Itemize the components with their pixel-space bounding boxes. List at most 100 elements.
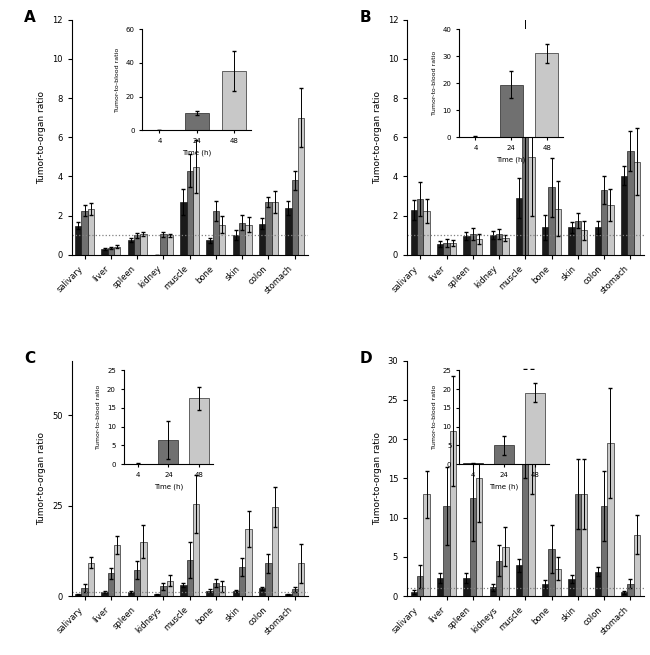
- Bar: [522, 424, 528, 596]
- Y-axis label: Tumor-to-organ ratio: Tumor-to-organ ratio: [373, 91, 382, 184]
- Bar: [81, 588, 88, 596]
- Bar: [88, 209, 94, 255]
- Bar: [298, 563, 304, 596]
- Bar: [568, 227, 575, 255]
- Bar: [528, 432, 535, 596]
- Bar: [187, 170, 193, 255]
- Bar: [213, 211, 219, 255]
- Bar: [88, 563, 94, 596]
- Bar: [601, 506, 607, 596]
- Bar: [489, 588, 496, 596]
- Bar: [292, 590, 298, 596]
- Bar: [450, 243, 456, 255]
- Bar: [134, 571, 140, 596]
- Bar: [285, 595, 292, 596]
- Bar: [581, 494, 588, 596]
- Text: D: D: [360, 351, 372, 366]
- Bar: [595, 572, 601, 596]
- Bar: [575, 221, 581, 255]
- Bar: [581, 231, 588, 255]
- Bar: [219, 225, 226, 255]
- Bar: [502, 238, 508, 255]
- Bar: [108, 248, 114, 255]
- Bar: [108, 573, 114, 596]
- Bar: [233, 235, 239, 255]
- Bar: [233, 591, 239, 596]
- Bar: [634, 162, 640, 255]
- Bar: [470, 498, 476, 596]
- Bar: [272, 508, 278, 596]
- Bar: [245, 225, 252, 255]
- Bar: [496, 561, 502, 596]
- Bar: [245, 529, 252, 596]
- Bar: [423, 494, 430, 596]
- Bar: [193, 166, 199, 255]
- Bar: [292, 180, 298, 255]
- Bar: [542, 227, 549, 255]
- Bar: [265, 563, 272, 596]
- Bar: [502, 547, 508, 596]
- Bar: [437, 244, 443, 255]
- Y-axis label: Tumor-to-organ ratio: Tumor-to-organ ratio: [38, 432, 46, 525]
- Bar: [621, 592, 627, 596]
- Bar: [417, 576, 423, 596]
- Bar: [140, 234, 147, 255]
- Bar: [443, 506, 450, 596]
- Text: A: A: [24, 10, 36, 26]
- Bar: [607, 205, 614, 255]
- Y-axis label: Tumor-to-organ ratio: Tumor-to-organ ratio: [373, 432, 382, 525]
- Bar: [627, 584, 634, 596]
- Bar: [101, 250, 108, 255]
- Bar: [516, 198, 522, 255]
- Bar: [627, 151, 634, 255]
- Bar: [607, 443, 614, 596]
- Bar: [423, 211, 430, 255]
- Bar: [549, 187, 554, 255]
- Text: B: B: [360, 10, 372, 26]
- Bar: [259, 223, 265, 255]
- Bar: [127, 592, 134, 596]
- Bar: [489, 235, 496, 255]
- Bar: [496, 234, 502, 255]
- Bar: [476, 239, 482, 255]
- Bar: [114, 546, 120, 596]
- Bar: [166, 235, 173, 255]
- Bar: [554, 569, 561, 596]
- Y-axis label: Tumor-to-organ ratio: Tumor-to-organ ratio: [38, 91, 46, 184]
- Bar: [285, 208, 292, 255]
- Bar: [75, 595, 81, 596]
- Bar: [166, 581, 173, 596]
- Bar: [213, 583, 219, 596]
- Bar: [411, 592, 417, 596]
- Bar: [575, 494, 581, 596]
- Bar: [542, 584, 549, 596]
- Bar: [161, 586, 166, 596]
- Bar: [272, 202, 278, 255]
- Bar: [621, 176, 627, 255]
- Bar: [470, 234, 476, 255]
- Bar: [81, 211, 88, 255]
- Bar: [134, 235, 140, 255]
- Bar: [554, 209, 561, 255]
- Bar: [450, 432, 456, 596]
- Bar: [154, 595, 161, 596]
- Bar: [239, 223, 245, 255]
- Bar: [463, 236, 470, 255]
- Bar: [265, 202, 272, 255]
- Bar: [522, 102, 528, 255]
- Bar: [114, 247, 120, 255]
- Bar: [207, 240, 213, 255]
- Text: C: C: [24, 351, 35, 366]
- Bar: [187, 560, 193, 596]
- Bar: [298, 118, 304, 255]
- Bar: [516, 565, 522, 596]
- Bar: [193, 504, 199, 596]
- Bar: [127, 240, 134, 255]
- Bar: [101, 592, 108, 596]
- Bar: [207, 591, 213, 596]
- Bar: [180, 202, 187, 255]
- Bar: [463, 578, 470, 596]
- Bar: [140, 542, 147, 596]
- Bar: [417, 199, 423, 255]
- Bar: [219, 586, 226, 596]
